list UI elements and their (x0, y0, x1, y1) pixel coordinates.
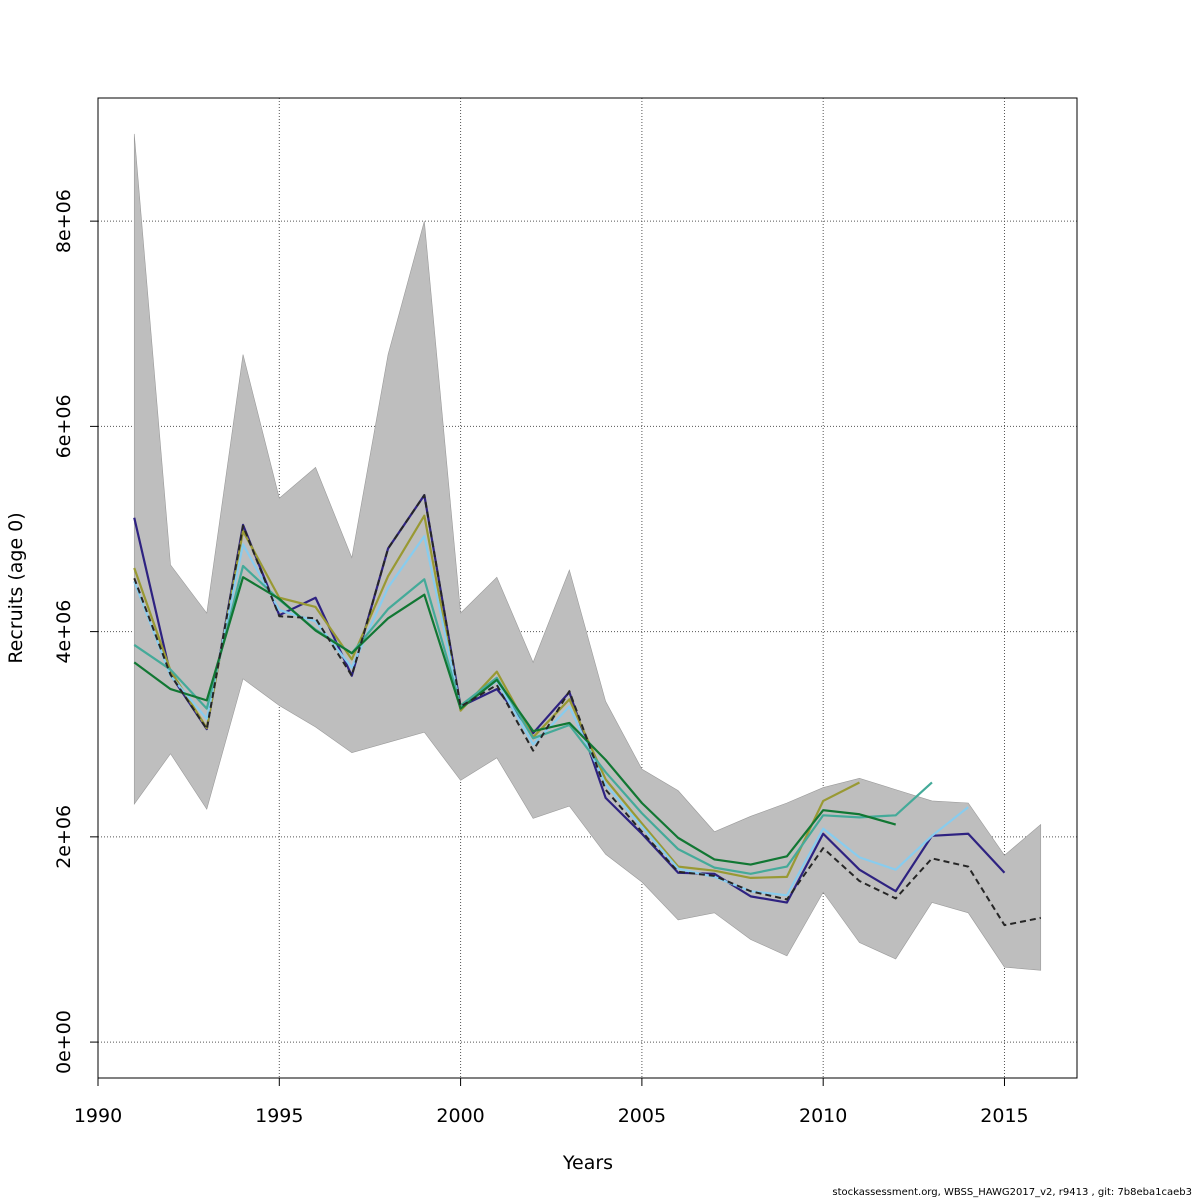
series-lines (133, 494, 1041, 927)
y-axis: 0e+00 2e+06 4e+06 6e+06 8e+06 (53, 189, 98, 1074)
x-tick-label: 1995 (255, 1105, 303, 1127)
y-tick-label: 8e+06 (53, 189, 75, 253)
confidence-band (133, 133, 1042, 971)
x-axis: 1990 1995 2000 2005 2010 2015 (74, 1078, 1029, 1127)
x-tick-label: 1990 (74, 1105, 122, 1127)
x-tick-label: 2010 (799, 1105, 847, 1127)
y-tick-label: 0e+00 (53, 1010, 75, 1074)
y-tick-label: 2e+06 (53, 805, 75, 869)
series-line-6 (133, 576, 897, 866)
footer-credit: stockassessment.org, WBSS_HAWG2017_v2, r… (832, 1187, 1192, 1198)
x-axis-label: Years (562, 1152, 613, 1174)
plot-frame (97, 97, 1078, 1079)
x-tick-label: 2000 (436, 1105, 484, 1127)
y-tick-label: 4e+06 (53, 600, 75, 664)
x-tick-label: 2015 (980, 1105, 1028, 1127)
y-axis-label: Recruits (age 0) (5, 512, 27, 663)
x-tick-label: 2005 (618, 1105, 666, 1127)
series-line-3 (133, 514, 860, 879)
y-tick-label: 6e+06 (53, 394, 75, 458)
confidence-band-area (133, 133, 1042, 971)
